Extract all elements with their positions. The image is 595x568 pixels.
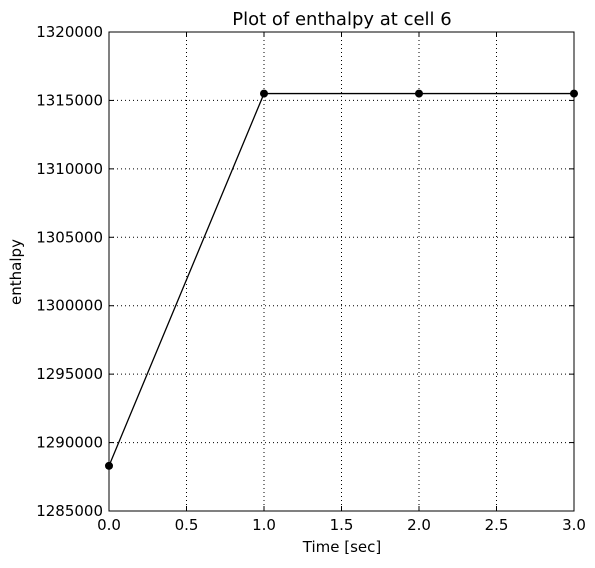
y-tick-label: 1315000: [36, 91, 103, 109]
y-tick-label: 1295000: [36, 365, 103, 383]
y-tick-label: 1310000: [36, 160, 103, 178]
y-tick-label: 1290000: [36, 434, 103, 452]
x-tick-label: 3.0: [562, 516, 586, 534]
y-tick-label: 1300000: [36, 297, 103, 315]
series-layer: [105, 89, 578, 470]
series-line: [108, 92, 574, 467]
data-point: [260, 89, 268, 98]
x-tick-label: 2.0: [407, 516, 431, 534]
y-tick-label: 1320000: [36, 23, 103, 41]
x-tick-label: 1.5: [330, 516, 354, 534]
x-tick-label: 0.5: [175, 516, 199, 534]
x-tick-label: 0.0: [97, 516, 121, 534]
y-tick-label: 1305000: [36, 228, 103, 246]
y-tick-label: 1285000: [36, 502, 103, 520]
x-tick-label: 2.5: [485, 516, 509, 534]
x-axis-label: Time [sec]: [302, 538, 381, 556]
x-tick-label: 1.0: [252, 516, 276, 534]
y-axis-label: enthalpy: [7, 239, 25, 305]
tick-layer: 0.0 0.5 1.0 1.5 2.0 2.5 3.0 1285000 1290000 12950…: [36, 23, 586, 534]
chart-title: Plot of enthalpy at cell 6: [232, 9, 451, 30]
data-point: [415, 89, 423, 98]
